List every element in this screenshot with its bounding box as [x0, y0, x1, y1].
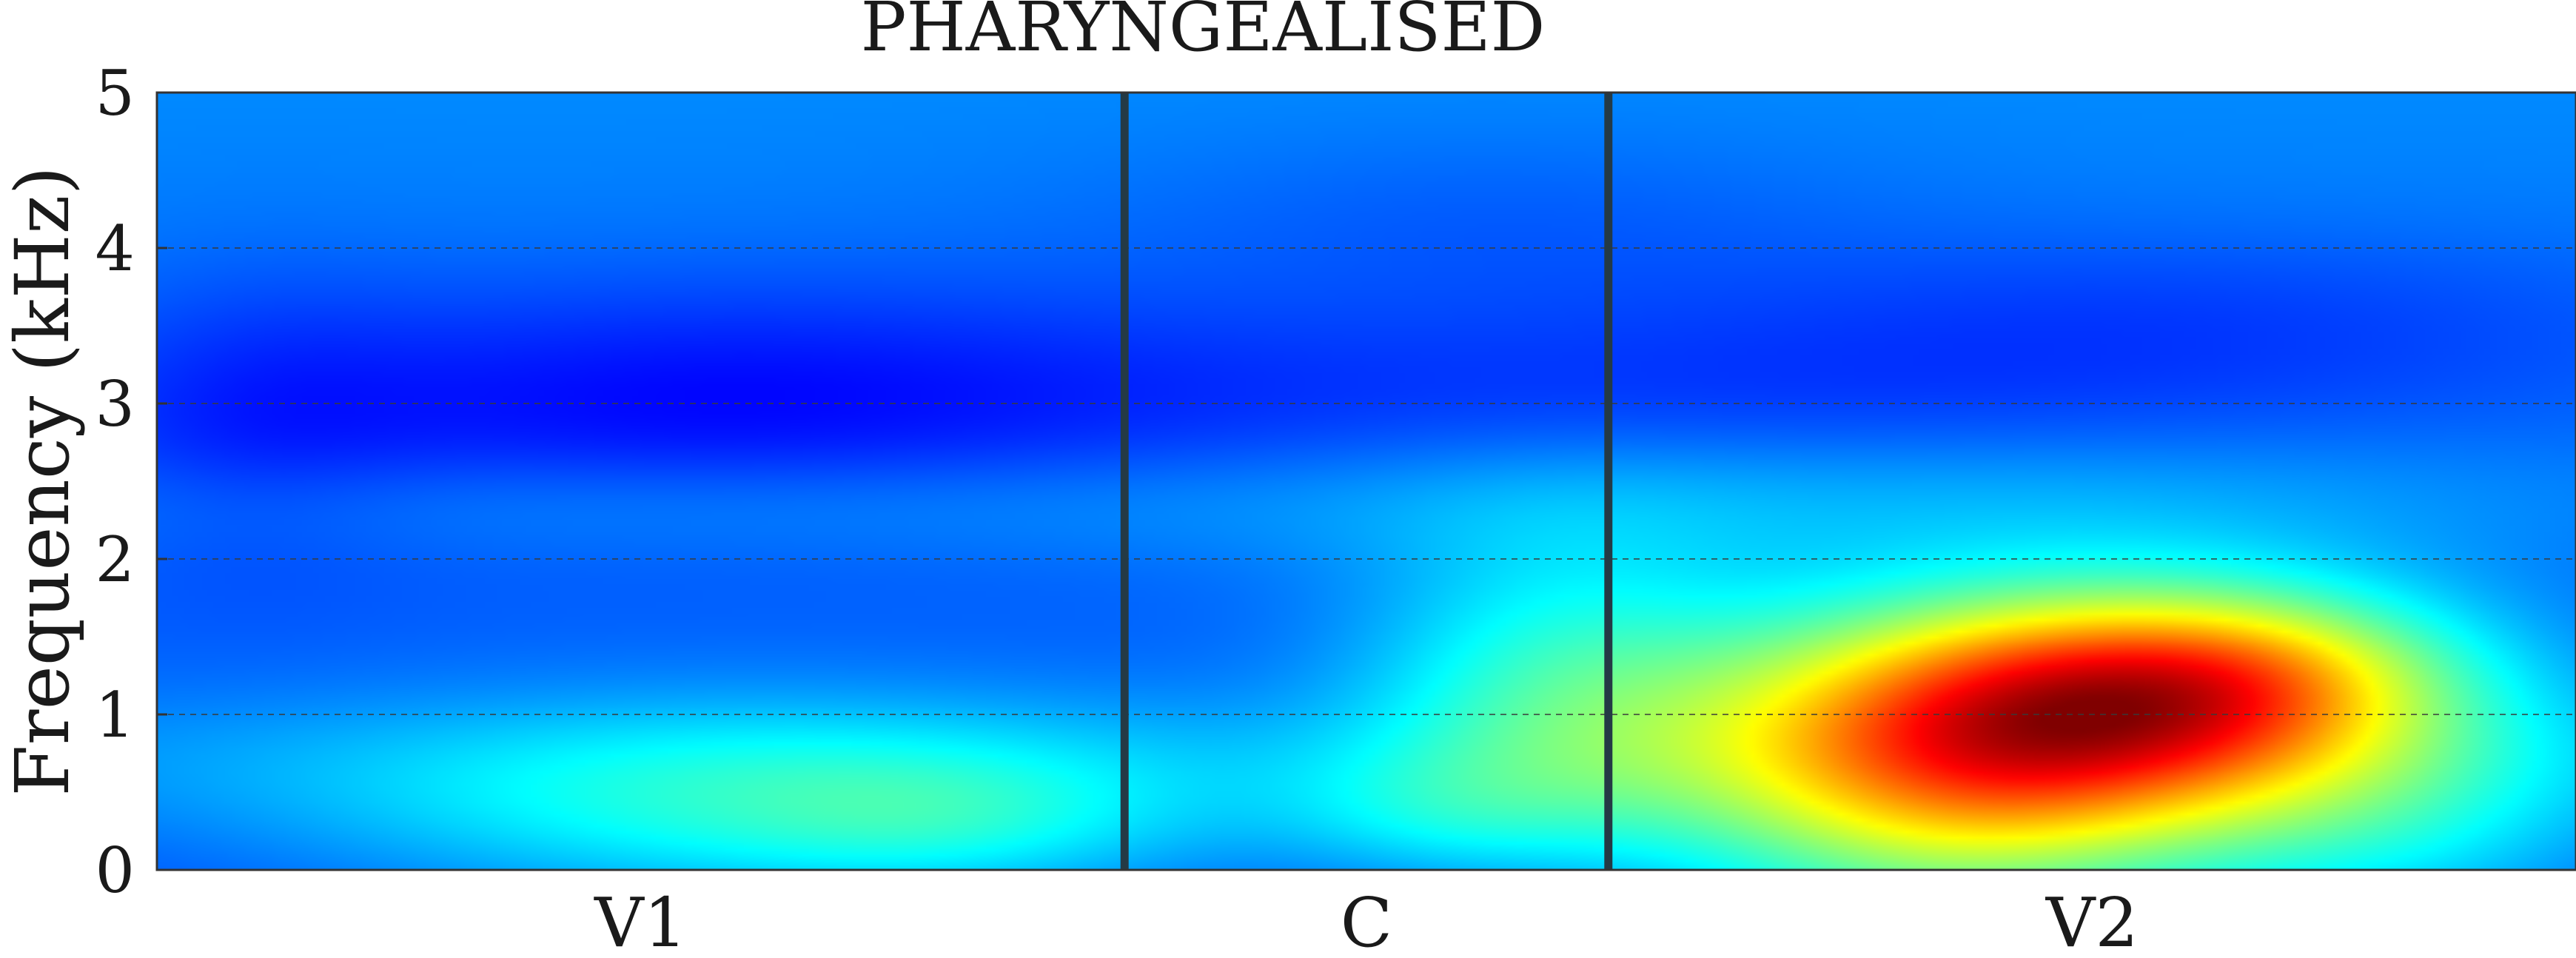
chart-title: PHARYNGEALISED: [861, 0, 1546, 67]
segment-label-v1: V1: [594, 883, 687, 955]
x-tick-labels: V1 C V2: [594, 883, 2139, 958]
y-tick-label-4: 4: [95, 212, 135, 285]
heatmap-layer: [157, 93, 2576, 870]
y-tick-label-2: 2: [95, 523, 135, 596]
grid-layer: [157, 247, 2576, 715]
y-tick-label-1: 1: [95, 679, 135, 751]
y-tick-label-5: 5: [95, 57, 135, 130]
y-tick-labels: 0 1 2 3 4 5: [95, 57, 167, 907]
y-tick-label-0: 0: [95, 834, 135, 907]
spectrogram-heatmap: [157, 93, 2576, 870]
boundary-layer: [1120, 93, 1613, 870]
y-tick-label-3: 3: [95, 368, 135, 441]
y-axis-label: Frequency (kHz): [0, 166, 86, 796]
plot-frame: [155, 91, 2576, 871]
segment-label-c: C: [1341, 883, 1392, 955]
segment-label-v2: V2: [2045, 883, 2139, 955]
